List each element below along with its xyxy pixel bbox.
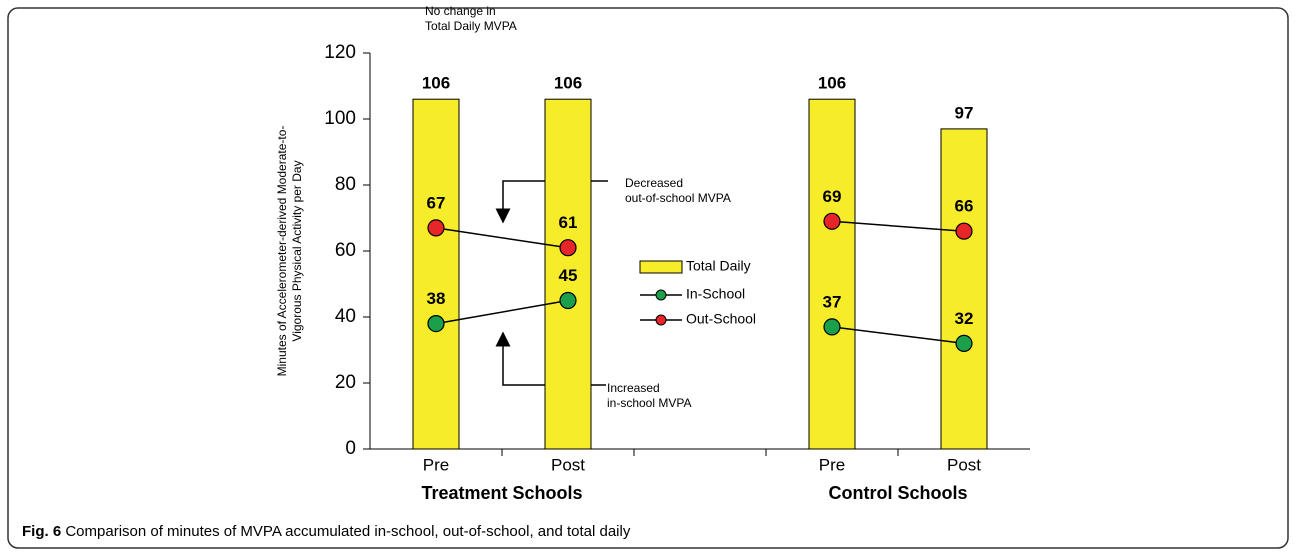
legend-label: Total Daily [686,258,751,274]
value-label: 32 [955,309,974,328]
value-label: 106 [554,74,582,93]
annotation: No change in [425,4,496,18]
point [823,212,841,230]
line [831,220,965,232]
y-axis-label: Minutes of Accelerometer-derived Moderat… [275,126,289,377]
frame [7,7,1289,549]
legend-point [655,289,667,301]
bar [808,98,856,450]
annotation: Total Daily MVPA [425,19,517,33]
x-tick-label: Pre [423,455,449,474]
value-label: 66 [955,197,974,216]
annotation: in-school MVPA [607,396,691,410]
y-tick-label: 120 [324,42,356,63]
bar [940,128,988,450]
legend-point [655,314,667,326]
value-label: 69 [823,187,842,206]
legend-swatch [639,260,683,274]
annotation: Decreased [625,176,683,190]
point [559,239,577,257]
y-tick-label: 80 [335,174,356,195]
y-axis-label: Vigorous Physical Activity per Day [290,160,304,341]
value-label: 38 [427,289,446,308]
y-tick-label: 60 [335,240,356,261]
y-tick-label: 40 [335,306,356,327]
legend-label: Out-School [686,311,756,327]
x-tick-label: Post [947,455,981,474]
x-tick-label: Post [551,455,585,474]
value-label: 67 [427,193,446,212]
y-tick-label: 100 [324,108,356,129]
value-label: 45 [559,266,578,285]
point [955,334,973,352]
x-tick-label: Pre [819,455,845,474]
point [427,315,445,333]
y-tick-label: 0 [345,438,356,459]
value-label: 106 [422,74,450,93]
legend-label: In-School [686,286,745,302]
caption-label: Fig. 6 [22,523,61,540]
caption-text: Comparison of minutes of MVPA accumulate… [65,523,631,540]
point [955,222,973,240]
value-label: 61 [559,213,578,232]
line [435,299,569,325]
bar [412,98,460,450]
point [559,291,577,310]
point [823,318,841,336]
group-label: Treatment Schools [421,483,582,503]
line [831,326,965,345]
point [427,219,445,237]
line [435,227,569,249]
annotation: Increased [607,381,660,395]
value-label: 106 [818,74,846,93]
value-label: 37 [823,292,842,311]
y-tick-label: 20 [335,372,356,393]
value-label: 97 [955,103,974,122]
caption: Fig. 6 Comparison of minutes of MVPA acc… [22,523,631,540]
group-label: Control Schools [829,483,968,503]
bar [544,98,592,450]
annotation: out-of-school MVPA [625,191,731,205]
